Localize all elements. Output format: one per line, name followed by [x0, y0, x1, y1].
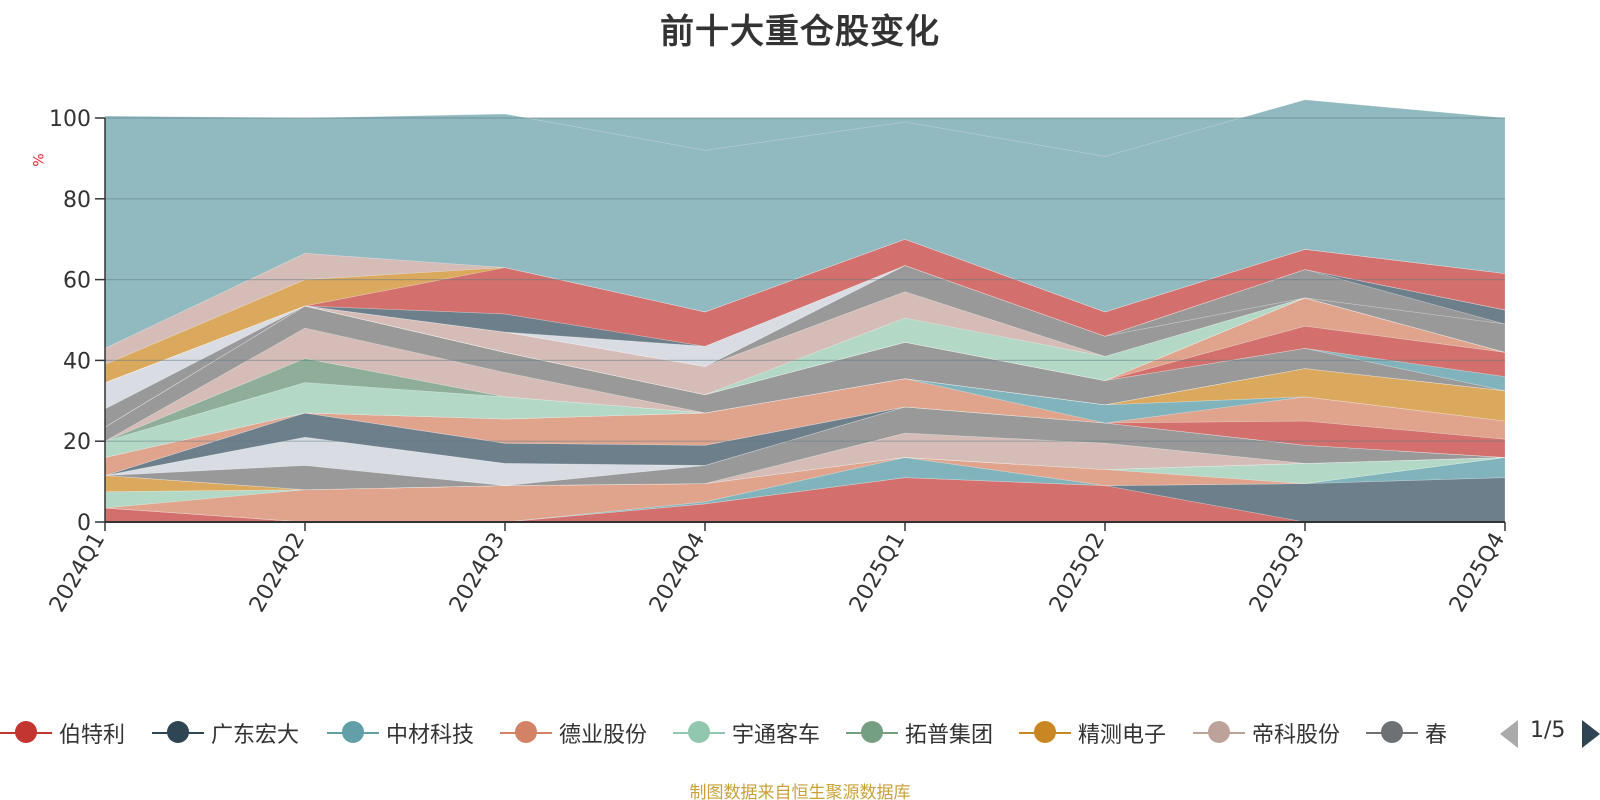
legend-page-indicator: 1/5: [1530, 718, 1566, 743]
x-tick-label-7: 2025Q4: [1445, 529, 1510, 617]
legend-label-8: 春: [1425, 723, 1448, 748]
legend-marker-5: [861, 721, 883, 743]
legend-marker-8: [1381, 721, 1403, 743]
y-tick-label-5: 100: [49, 107, 91, 132]
y-tick-label-0: 0: [77, 511, 91, 536]
legend-label-0: 伯特利: [59, 723, 126, 748]
legend-marker-7: [1208, 721, 1230, 743]
x-tick-label-6: 2025Q3: [1245, 529, 1310, 617]
chart-title: 前十大重仓股变化: [660, 12, 940, 52]
legend: 伯特利 广东宏大 中材科技 德业股份 宇通客车 拓普集团 精测电子 帝科股份 春: [0, 712, 1480, 752]
x-tick-label-5: 2025Q2: [1045, 529, 1110, 617]
legend-label-5: 拓普集团: [905, 723, 994, 748]
source-note: 制图数据来自恒生聚源数据库: [689, 783, 911, 800]
legend-next-arrow-icon[interactable]: [1582, 720, 1600, 748]
x-tick-label-4: 2025Q1: [845, 529, 910, 617]
x-tick-label-2: 2024Q3: [445, 529, 510, 617]
x-tick-label-3: 2024Q4: [645, 529, 710, 617]
y-tick-label-2: 40: [63, 349, 91, 374]
legend-marker-6: [1034, 721, 1056, 743]
legend-label-1: 广东宏大: [211, 723, 300, 748]
x-tick-label-0: 2024Q1: [45, 529, 110, 617]
y-tick-label-4: 80: [63, 188, 91, 213]
y-tick-label-1: 20: [63, 430, 91, 455]
area-series-14: [104, 368, 1506, 458]
area-series-34: [104, 99, 1506, 349]
y-tick-label-3: 60: [63, 269, 91, 294]
legend-label-4: 宇通客车: [732, 723, 821, 748]
legend-marker-4: [688, 721, 710, 743]
legend-marker-3: [515, 721, 537, 743]
area-series-31: [104, 238, 1506, 383]
legend-marker-0: [15, 721, 37, 743]
legend-label-3: 德业股份: [559, 723, 648, 748]
grid-lines: [105, 117, 1505, 442]
legend-label-2: 中材科技: [386, 723, 475, 748]
legend-marker-1: [167, 721, 189, 743]
legend-prev-arrow-icon[interactable]: [1500, 720, 1518, 748]
area-series-1: [104, 477, 1506, 523]
legend-label-6: 精测电子: [1078, 723, 1167, 748]
y-axis-label: %: [31, 153, 48, 167]
stacked-areas: [104, 99, 1506, 523]
legend-marker-2: [342, 721, 364, 743]
legend-pager: 1/5: [1500, 716, 1600, 752]
legend-label-7: 帝科股份: [1252, 723, 1341, 748]
x-tick-label-1: 2024Q2: [245, 529, 310, 617]
